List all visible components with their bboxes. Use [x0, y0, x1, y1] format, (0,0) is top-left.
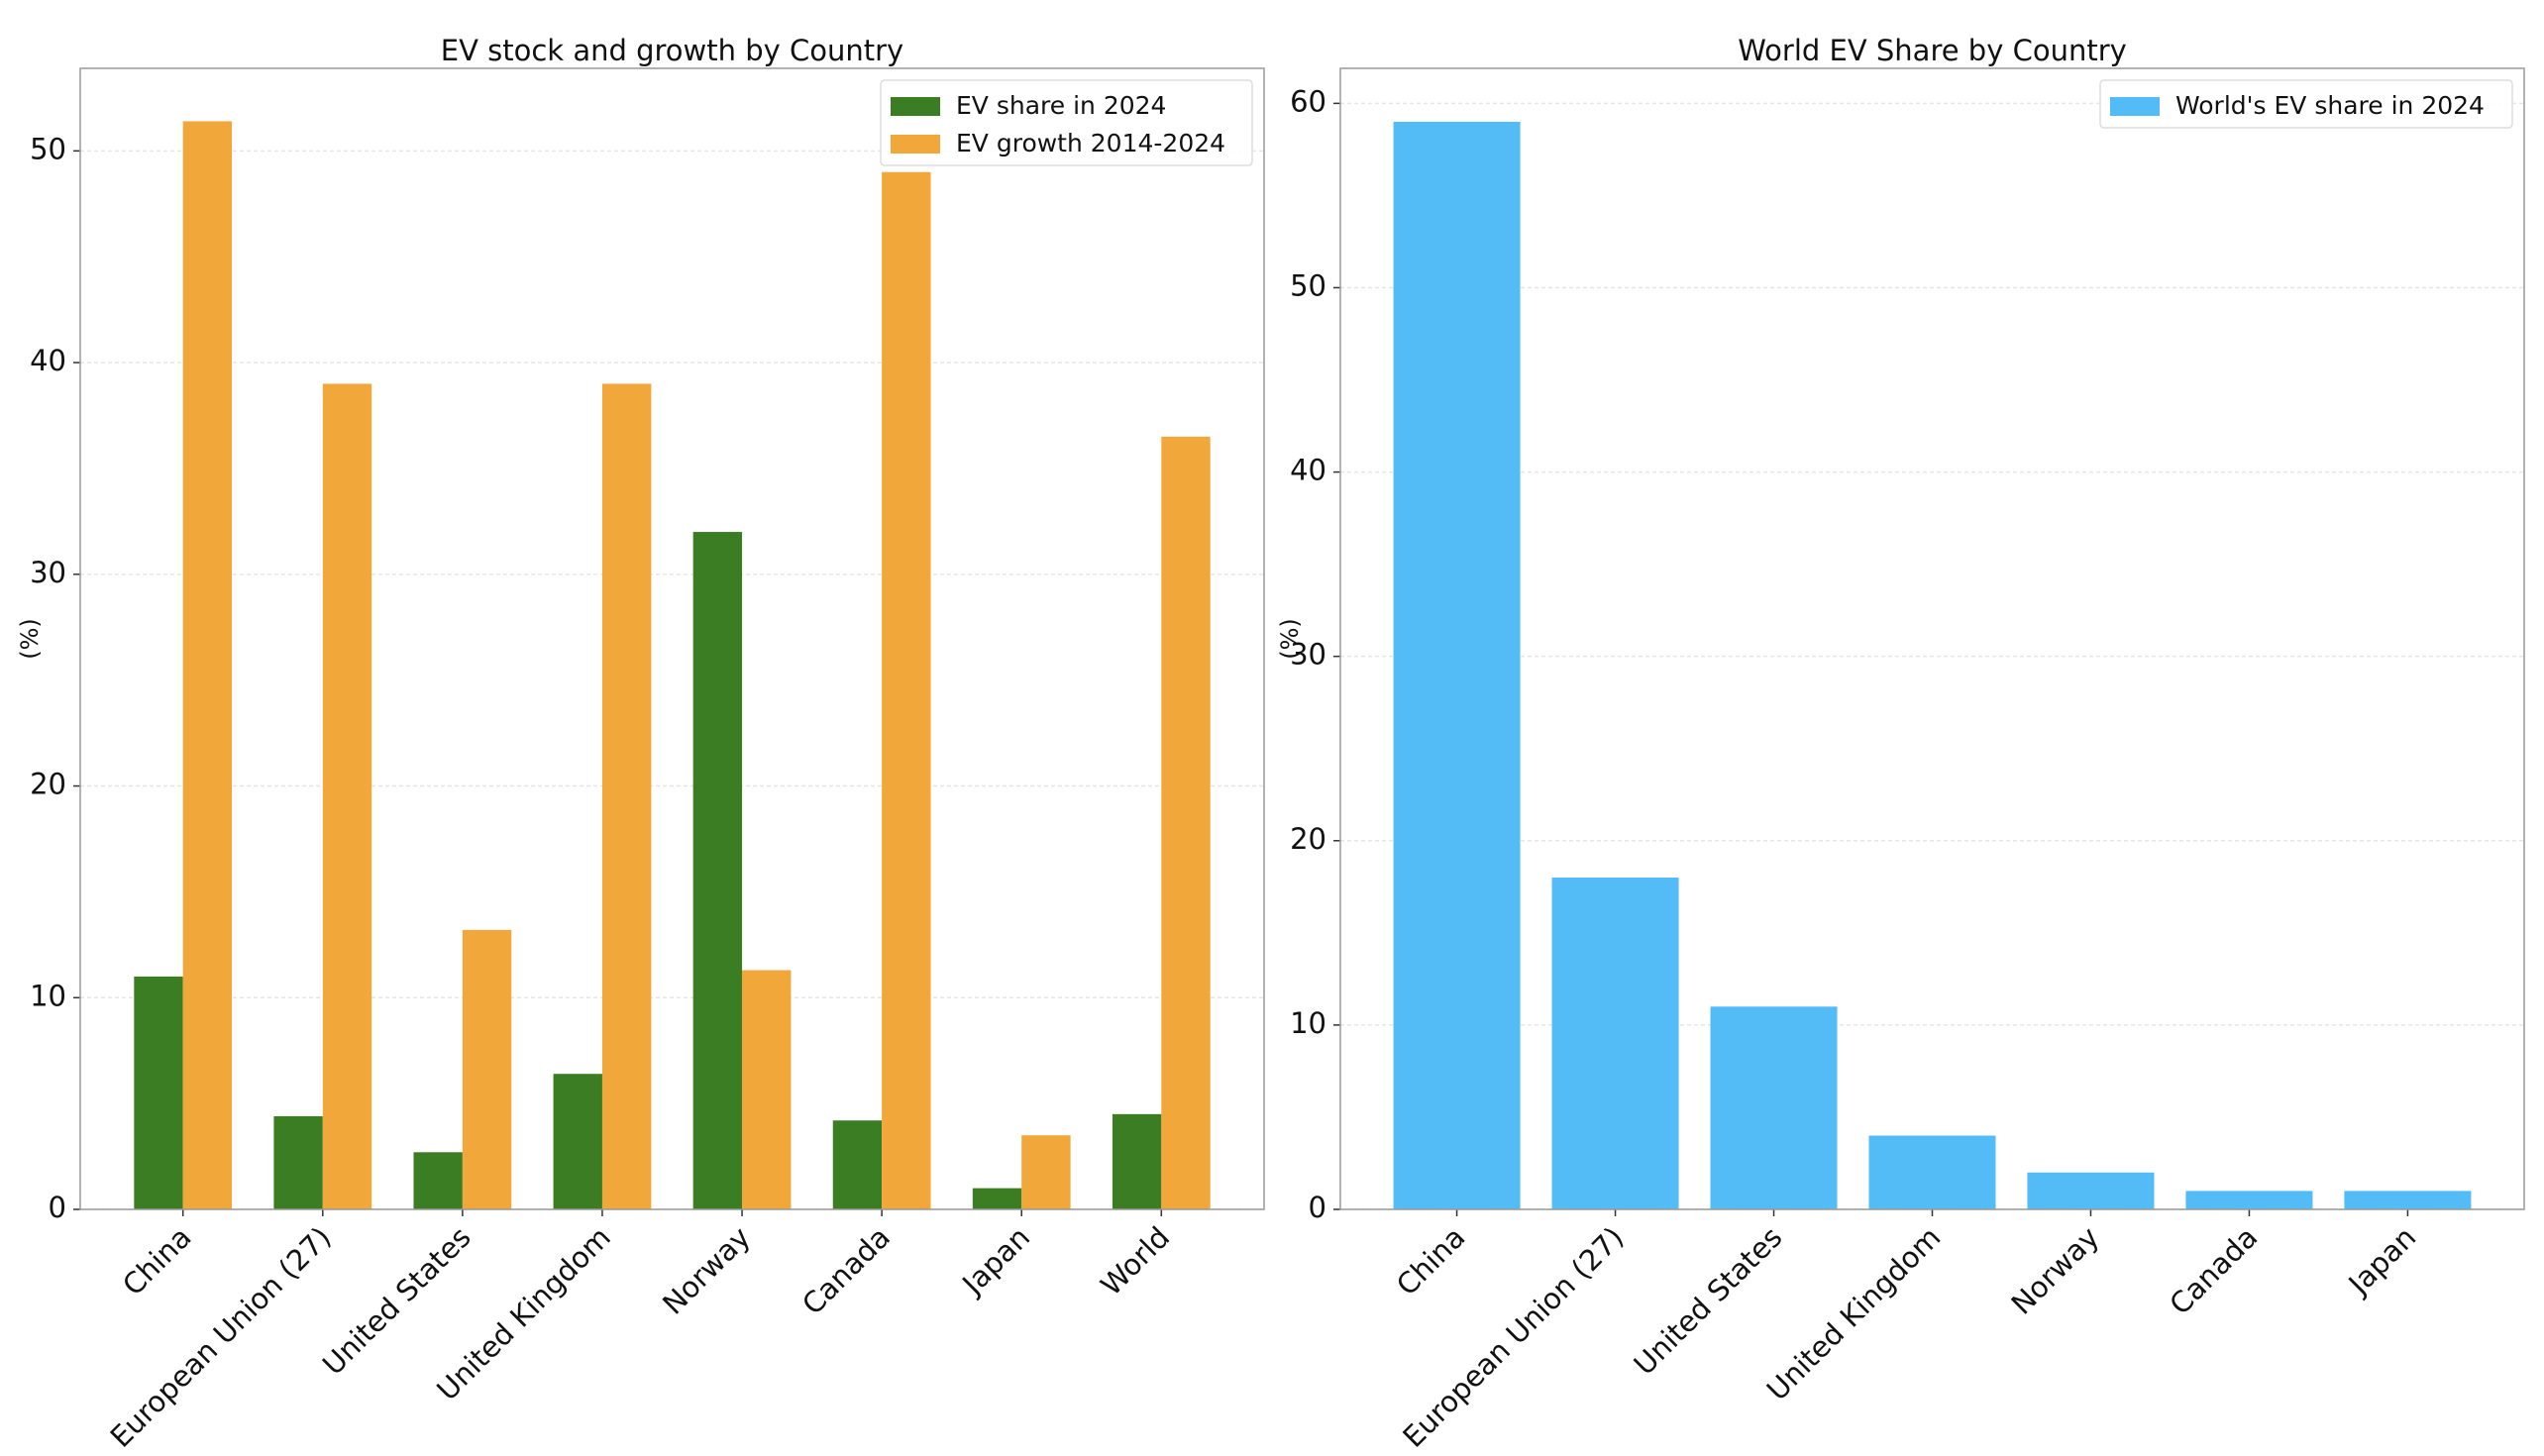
x-tick-label: Canada: [795, 1220, 897, 1321]
y-tick-label: 30: [30, 556, 66, 589]
y-tick-label: 20: [30, 768, 66, 801]
y-tick-label: 0: [1309, 1191, 1326, 1224]
legend-label: EV growth 2014-2024: [956, 129, 1225, 157]
bar: [1021, 1135, 1071, 1209]
x-tick-label: United States: [316, 1220, 477, 1382]
plot-frame: [1339, 67, 2525, 1210]
bar: [1393, 121, 1521, 1209]
y-tick-label: 20: [1290, 822, 1326, 856]
x-tick-label: Japan: [2341, 1220, 2423, 1302]
x-tick-label: Norway: [656, 1220, 757, 1321]
legend: World's EV share in 2024: [2099, 79, 2513, 129]
bar: [832, 1120, 883, 1209]
bar: [2344, 1191, 2472, 1209]
y-tick-label: 40: [30, 344, 66, 377]
bar: [1551, 878, 1679, 1209]
bar: [322, 383, 372, 1209]
bar: [273, 1115, 323, 1209]
y-tick-label: 60: [1290, 84, 1326, 118]
x-tick-label: Canada: [2163, 1220, 2264, 1321]
legend: EV share in 2024 EV growth 2014-2024: [880, 79, 1253, 166]
legend-swatch: [891, 135, 940, 154]
x-tick-label: China: [1390, 1220, 1472, 1302]
bar: [553, 1074, 602, 1209]
y-axis-label: (%): [1276, 618, 1304, 660]
y-tick-label: 0: [49, 1191, 66, 1224]
legend-box: [2099, 79, 2513, 129]
y-tick-label: 50: [1290, 268, 1326, 302]
x-tick-label: World: [1094, 1220, 1176, 1302]
bar: [692, 532, 743, 1209]
legend-label: World's EV share in 2024: [2175, 91, 2485, 120]
legend-box: [880, 79, 1253, 166]
bar: [182, 121, 233, 1210]
x-tick-label: United Kingdom: [1760, 1220, 1948, 1407]
bar: [601, 383, 652, 1209]
bar: [413, 1152, 463, 1209]
y-axis-label: (%): [16, 618, 44, 660]
bar: [972, 1188, 1022, 1209]
bar: [1161, 436, 1211, 1209]
bar: [462, 929, 512, 1209]
chart-title: World EV Share by Country: [1738, 34, 2127, 67]
chart-panel: EV stock and growth by Country (%) 0 10 20 30…: [16, 34, 1265, 1454]
y-tick-label: 10: [1290, 1006, 1326, 1040]
x-tick-label: United States: [1628, 1220, 1789, 1382]
bar: [134, 976, 183, 1209]
x-tick-label: China: [116, 1220, 198, 1302]
bar: [742, 970, 792, 1209]
legend-swatch: [891, 97, 940, 116]
y-tick-label: 10: [30, 979, 66, 1012]
x-tick-label: Japan: [955, 1220, 1037, 1302]
bar: [2027, 1172, 2155, 1209]
chart-title: EV stock and growth by Country: [441, 34, 903, 67]
bar: [1112, 1113, 1162, 1209]
bar: [1868, 1135, 1996, 1209]
legend-swatch: [2110, 97, 2160, 116]
bar: [1710, 1006, 1838, 1209]
plot-frame: [79, 67, 1265, 1210]
x-tick-label: Norway: [2005, 1220, 2106, 1321]
legend-label: EV share in 2024: [956, 91, 1166, 120]
chart-panel: World EV Share by Country (%) 0 10 20 30 40 50 6…: [1276, 34, 2525, 1454]
y-tick-label: 30: [1290, 638, 1326, 672]
y-tick-label: 40: [1290, 454, 1326, 487]
y-tick-label: 50: [30, 132, 66, 165]
bar: [2185, 1191, 2313, 1209]
bar: [882, 171, 931, 1209]
